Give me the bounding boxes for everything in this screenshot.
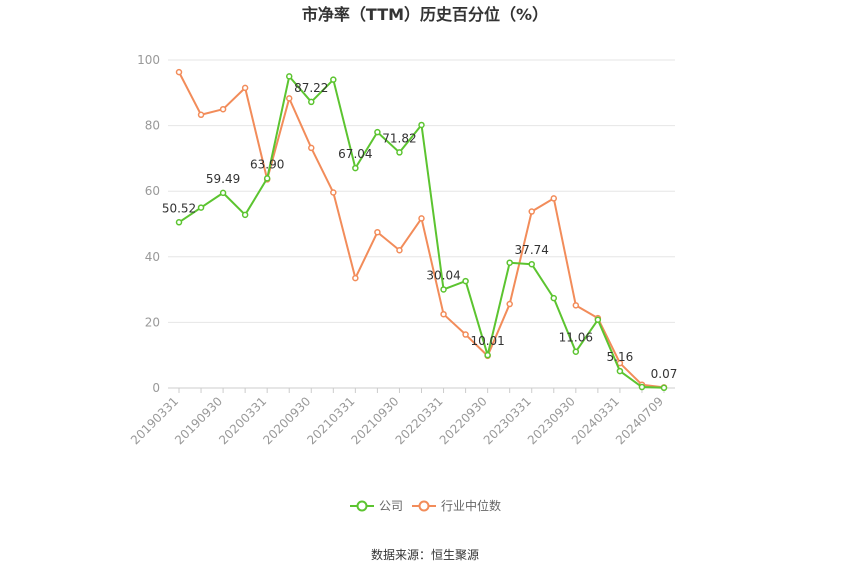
data-point <box>285 73 293 80</box>
data-point <box>418 121 425 129</box>
data-point <box>440 286 447 293</box>
y-tick-label: 60 <box>145 184 160 198</box>
series-layer <box>175 68 668 392</box>
data-point <box>197 204 205 211</box>
data-point <box>285 95 293 102</box>
data-label: 59.49 <box>206 172 240 186</box>
y-tick-label: 40 <box>145 250 160 264</box>
data-point <box>330 76 337 83</box>
data-point <box>616 367 624 375</box>
data-point <box>175 68 183 76</box>
data-point <box>506 300 513 308</box>
data-label: 37.74 <box>515 243 549 257</box>
legend-label: 公司 <box>379 499 403 513</box>
data-point <box>572 348 580 355</box>
data-label: 5.16 <box>607 350 634 364</box>
data-point <box>396 246 403 254</box>
data-point <box>462 331 469 338</box>
data-label: 30.04 <box>426 268 460 282</box>
data-label: 10.01 <box>470 334 504 348</box>
data-point <box>396 149 403 156</box>
data-label: 67.04 <box>338 147 372 161</box>
legend-swatch-marker <box>418 500 430 512</box>
data-point <box>241 211 249 219</box>
data-point <box>374 228 381 236</box>
legend-item-0[interactable]: 公司 <box>350 499 403 513</box>
legend-swatch-marker <box>356 500 368 512</box>
x-axis: 2019033120190930202003312020093020210331… <box>128 388 666 447</box>
data-point <box>308 98 315 106</box>
data-label: 63.90 <box>250 157 284 171</box>
data-point <box>550 294 558 302</box>
legend[interactable]: 公司 行业中位数 <box>350 498 501 513</box>
data-point <box>219 105 227 113</box>
y-tick-label: 0 <box>152 381 160 395</box>
data-label: 71.82 <box>382 131 416 145</box>
x-tick-label: 20240709 <box>613 394 666 447</box>
data-labels: 50.52 59.49 63.90 87.22 67.04 71.82 30.04 10.01… <box>162 81 678 381</box>
y-tick-label: 100 <box>137 53 160 67</box>
data-point <box>308 144 315 152</box>
data-point <box>241 84 249 92</box>
legend-label: 行业中位数 <box>441 498 501 513</box>
data-point <box>440 310 447 318</box>
data-point <box>528 260 535 268</box>
data-label: 50.52 <box>162 201 196 215</box>
data-point <box>550 195 558 202</box>
data-point <box>572 302 580 309</box>
y-tick-label: 20 <box>145 315 160 329</box>
data-point <box>352 274 359 282</box>
data-point <box>462 277 469 285</box>
y-axis: 0 20 40 60 80 100 <box>137 53 160 395</box>
data-label: 0.07 <box>651 367 678 381</box>
legend-item-1[interactable]: 行业中位数 <box>412 498 501 513</box>
data-point <box>374 128 381 136</box>
data-label: 11.06 <box>559 331 593 345</box>
data-point <box>660 384 668 392</box>
data-point <box>197 111 205 119</box>
data-point <box>528 208 535 215</box>
data-point <box>219 189 227 197</box>
chart-title: 市净率（TTM）历史百分位（%） <box>302 5 548 24</box>
data-point <box>638 383 646 391</box>
y-tick-label: 80 <box>145 119 160 133</box>
data-point <box>330 189 337 196</box>
source-text: 数据来源：恒生聚源 <box>371 547 479 562</box>
data-point <box>352 164 359 172</box>
data-point <box>263 175 271 182</box>
data-point <box>506 259 513 266</box>
data-point <box>175 219 183 226</box>
data-point <box>484 351 491 359</box>
data-point <box>594 316 602 324</box>
gridlines <box>168 59 675 389</box>
data-label: 87.22 <box>294 81 328 95</box>
data-point <box>418 215 425 222</box>
